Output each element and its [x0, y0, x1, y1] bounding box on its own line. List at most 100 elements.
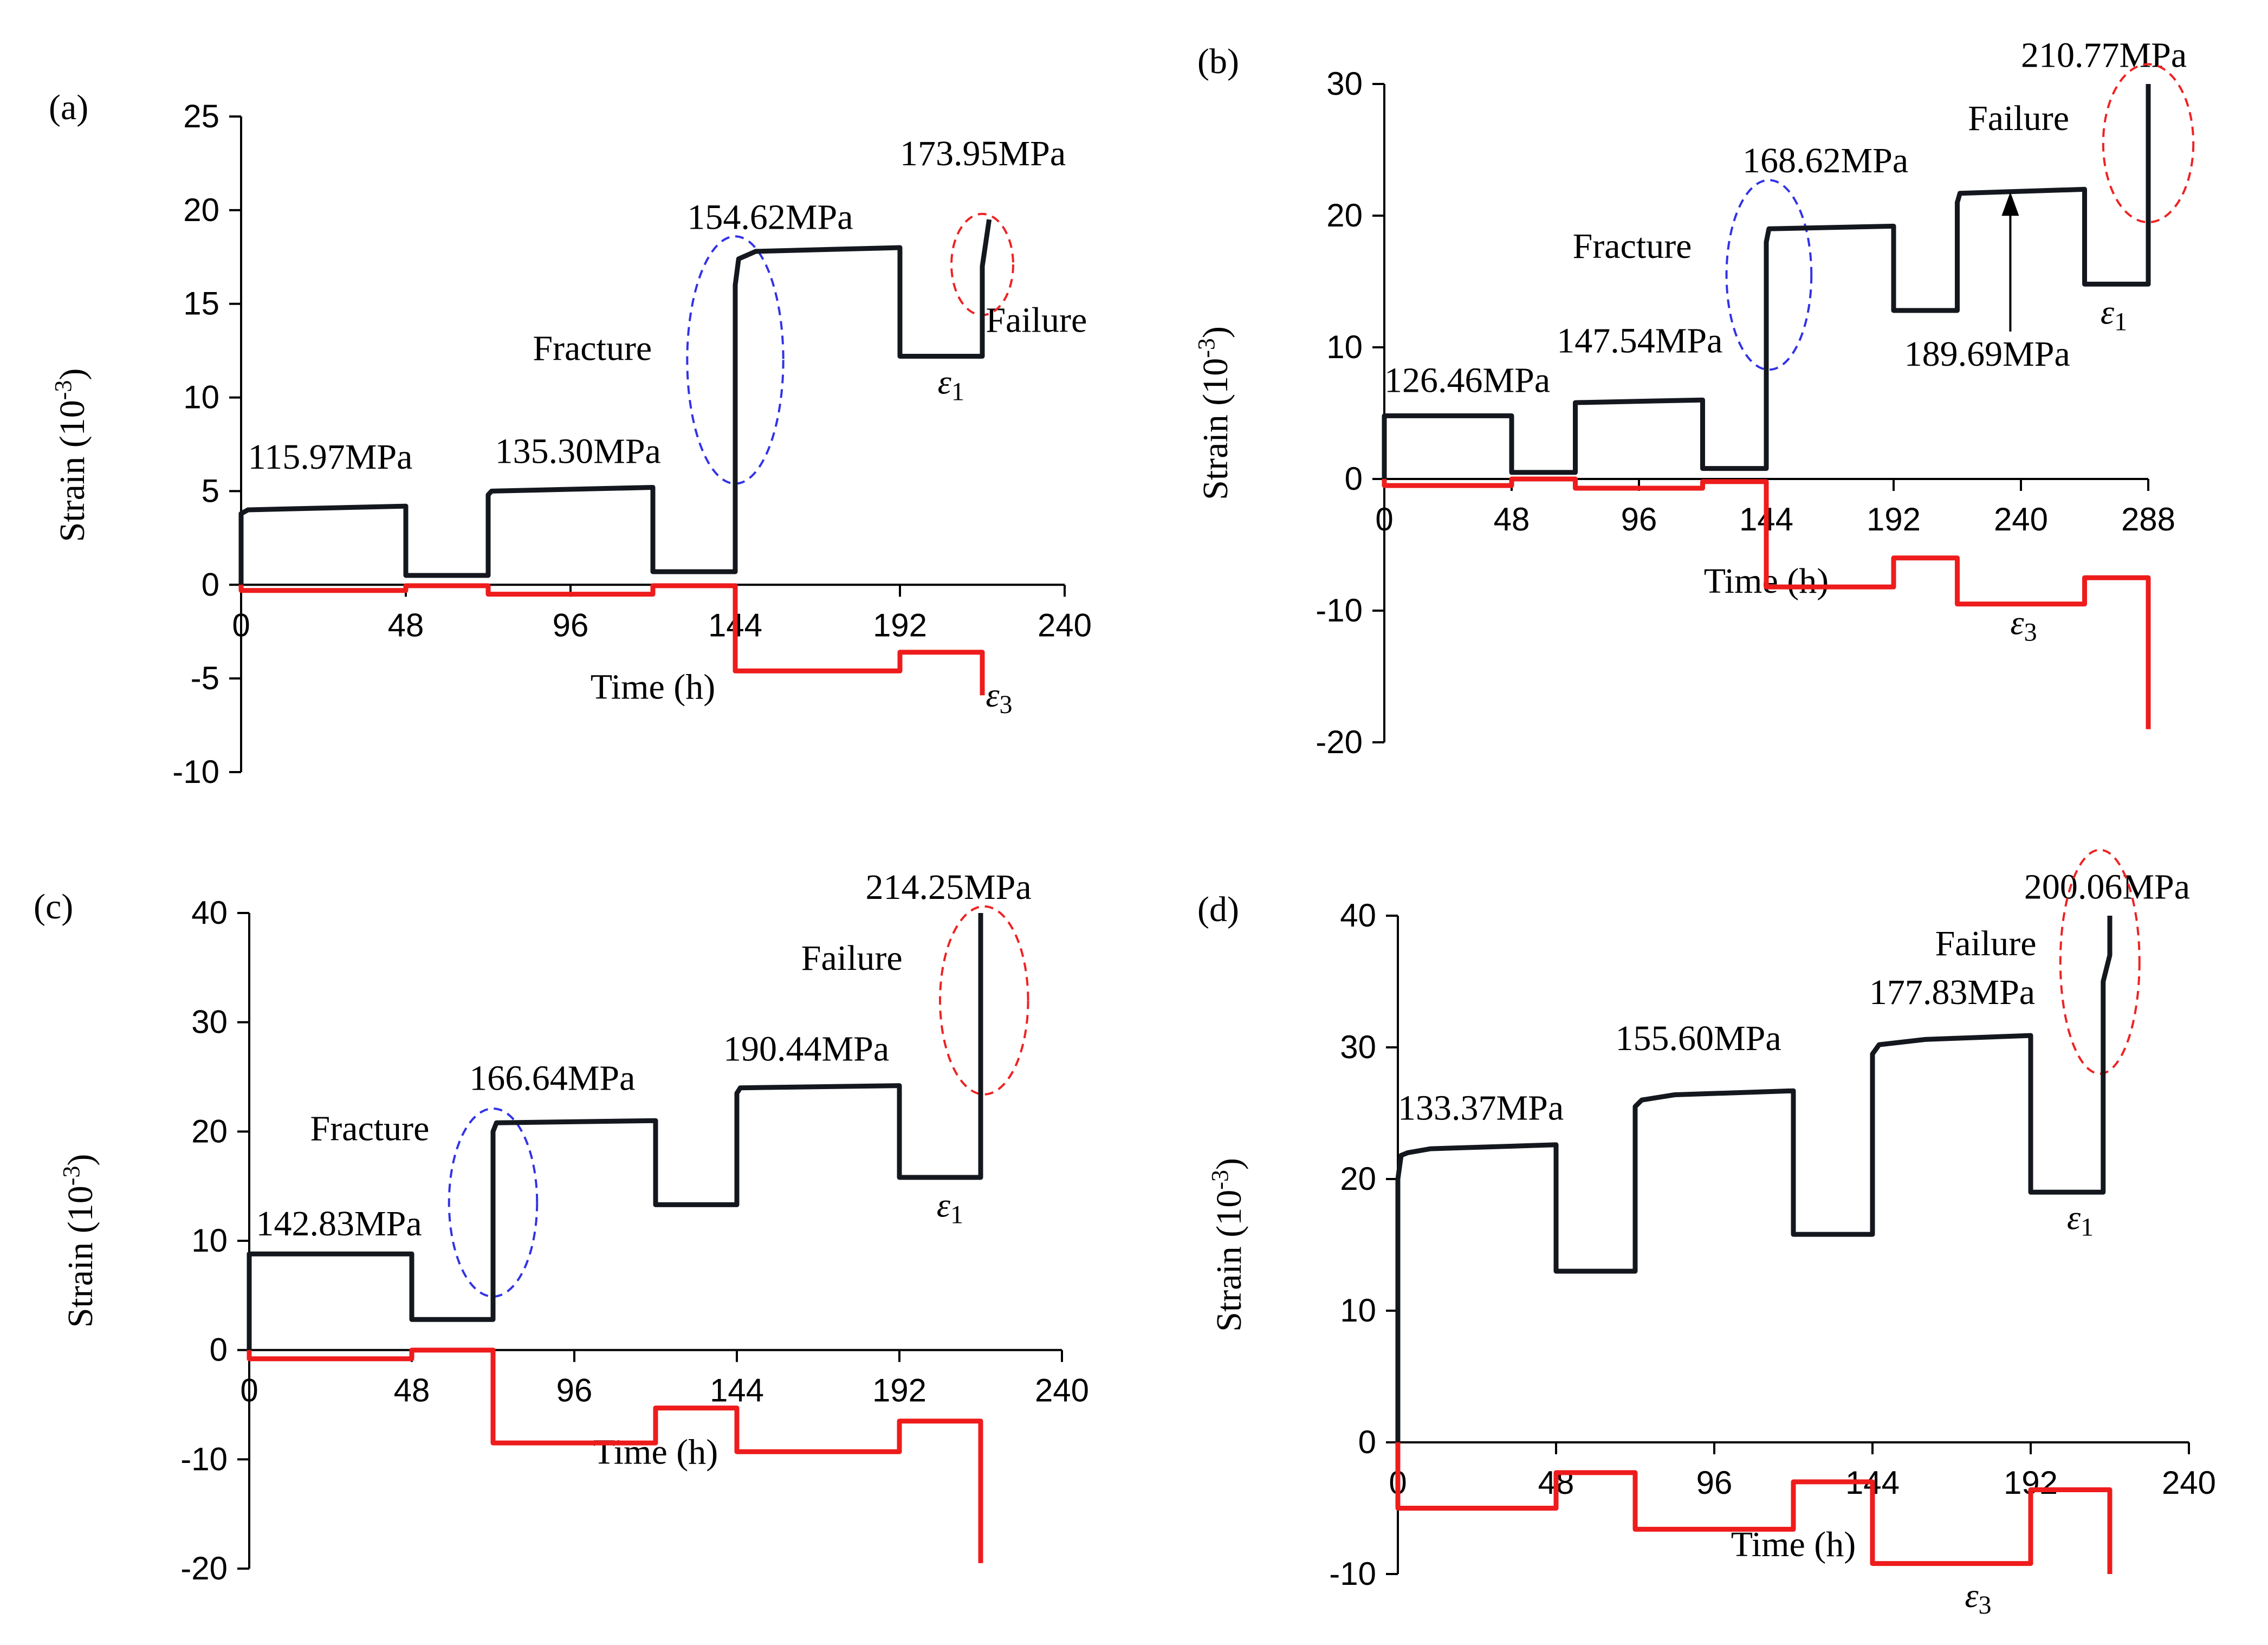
- panel-label: (c): [34, 887, 73, 927]
- y-tick-label: 10: [1340, 1292, 1376, 1329]
- arrowhead-icon: [2001, 192, 2019, 216]
- fracture-ellipse: [686, 235, 785, 485]
- epsilon1-label: ε1: [2067, 1198, 2094, 1241]
- y-tick-label: 0: [1345, 461, 1363, 497]
- fracture-label: Fracture: [533, 328, 652, 368]
- y-tick-label: 20: [1326, 197, 1363, 234]
- y-tick-label: 0: [202, 566, 219, 603]
- failure-label: Failure: [1968, 99, 2069, 138]
- x-tick-label: 0: [240, 1372, 258, 1409]
- panel-label: (b): [1197, 42, 1239, 81]
- stress-label-2: 147.54MPa: [1557, 321, 1722, 361]
- failure-label: Failure: [986, 301, 1087, 340]
- series-epsilon3-line: [1395, 1442, 2113, 1574]
- series-epsilon3-line: [1382, 476, 2151, 729]
- failure-ellipse: [2102, 63, 2195, 224]
- series-epsilon1-line: [1382, 84, 2151, 479]
- y-axis-title: Strain (10-3): [58, 1154, 101, 1328]
- x-tick-label: 192: [873, 607, 927, 643]
- fracture-label: Fracture: [1573, 226, 1692, 266]
- x-tick-label: 240: [1038, 607, 1092, 643]
- stress-label-4: 173.95MPa: [900, 134, 1066, 173]
- x-tick-label: 0: [232, 607, 250, 643]
- x-tick-label: 96: [1696, 1465, 1733, 1501]
- panel-a: (a) 115.97MPa 135.30MPa 154.62MPa 173.95…: [49, 88, 1092, 790]
- panel-c: (c) 142.83MPa 166.64MPa 190.44MPa 214.25…: [34, 867, 1089, 1586]
- stress-label-1: 115.97MPa: [248, 437, 413, 477]
- series-epsilon3-line: [238, 583, 985, 696]
- failure-label: Failure: [801, 938, 903, 978]
- fracture-ellipse: [448, 1107, 539, 1298]
- y-tick-label: 30: [1326, 66, 1363, 102]
- series-epsilon3-line: [247, 1348, 983, 1563]
- x-tick-label: 96: [553, 607, 589, 643]
- stress-label-2: 135.30MPa: [495, 432, 661, 471]
- stress-label-3: 154.62MPa: [687, 197, 853, 237]
- y-tick-label: 0: [210, 1332, 228, 1368]
- series-epsilon1-line: [238, 219, 992, 585]
- y-tick-label: -10: [1329, 1556, 1376, 1592]
- x-tick-label: 288: [2121, 501, 2175, 537]
- y-tick-label: 40: [191, 895, 228, 931]
- stress-label-1: 133.37MPa: [1398, 1089, 1564, 1128]
- epsilon1-label: ε1: [937, 1186, 963, 1229]
- y-axis-title: Strain (10-3): [50, 368, 93, 542]
- y-axis-title: Strain (10-3): [1193, 326, 1236, 500]
- x-tick-label: 48: [1494, 501, 1530, 537]
- y-tick-label: -20: [1316, 724, 1363, 760]
- x-tick-label: 96: [556, 1372, 593, 1409]
- y-tick-label: 20: [183, 192, 219, 228]
- panel-label: (d): [1197, 890, 1239, 929]
- stress-label-4: 214.25MPa: [866, 867, 1032, 907]
- y-tick-label: 25: [183, 98, 219, 134]
- x-tick-label: 0: [1375, 501, 1393, 537]
- y-tick-label: 30: [1340, 1029, 1376, 1065]
- fracture-label: Fracture: [310, 1109, 430, 1148]
- x-tick-label: 192: [1867, 501, 1921, 537]
- y-tick-label: -10: [172, 754, 219, 790]
- y-tick-label: -10: [1316, 592, 1363, 629]
- x-tick-label: 240: [1994, 501, 2048, 537]
- stress-label-3: 190.44MPa: [723, 1029, 889, 1068]
- y-tick-label: 10: [183, 379, 219, 416]
- stress-label-4: 200.06MPa: [2024, 867, 2190, 906]
- failure-ellipse: [2059, 849, 2141, 1075]
- y-tick-label: -5: [191, 660, 219, 696]
- x-tick-label: 240: [2162, 1465, 2216, 1501]
- y-tick-label: -20: [180, 1550, 228, 1586]
- y-tick-label: 10: [1326, 329, 1363, 365]
- y-tick-label: 0: [1358, 1424, 1376, 1460]
- x-tick-label: 240: [1035, 1372, 1089, 1409]
- series-epsilon1-line: [247, 913, 983, 1350]
- y-tick-label: 30: [191, 1004, 228, 1040]
- y-tick-label: 15: [183, 286, 219, 322]
- y-tick-label: 5: [202, 472, 219, 509]
- failure-ellipse: [939, 905, 1029, 1096]
- y-tick-label: 20: [1340, 1161, 1376, 1197]
- stress-label-2: 166.64MPa: [469, 1059, 635, 1098]
- y-axis-title: Strain (10-3): [1207, 1158, 1249, 1332]
- stress-label-5: 210.77MPa: [2021, 35, 2187, 75]
- y-tick-label: 20: [191, 1113, 228, 1149]
- x-axis-title: Time (h): [591, 667, 715, 707]
- x-tick-label: 144: [710, 1372, 764, 1409]
- x-tick-label: 96: [1621, 501, 1657, 537]
- y-tick-label: -10: [180, 1441, 228, 1477]
- panel-label: (a): [49, 88, 88, 127]
- stress-label-1: 142.83MPa: [256, 1204, 422, 1244]
- stress-label-3: 177.83MPa: [1869, 973, 2035, 1012]
- fracture-ellipse: [1725, 179, 1813, 371]
- stress-label-4: 189.69MPa: [1904, 334, 2070, 374]
- y-tick-label: 40: [1340, 897, 1376, 934]
- x-tick-label: 48: [388, 607, 424, 643]
- stress-label-1: 126.46MPa: [1384, 361, 1550, 400]
- y-tick-label: 10: [191, 1222, 228, 1259]
- stress-label-2: 155.60MPa: [1616, 1019, 1781, 1058]
- series-epsilon1-line: [1395, 916, 2113, 1442]
- x-tick-label: 192: [872, 1372, 926, 1409]
- stress-label-3: 168.62MPa: [1742, 141, 1908, 180]
- panel-d: (d) 133.37MPa 155.60MPa 177.83MPa 200.06…: [1197, 849, 2216, 1620]
- x-tick-label: 48: [394, 1372, 430, 1409]
